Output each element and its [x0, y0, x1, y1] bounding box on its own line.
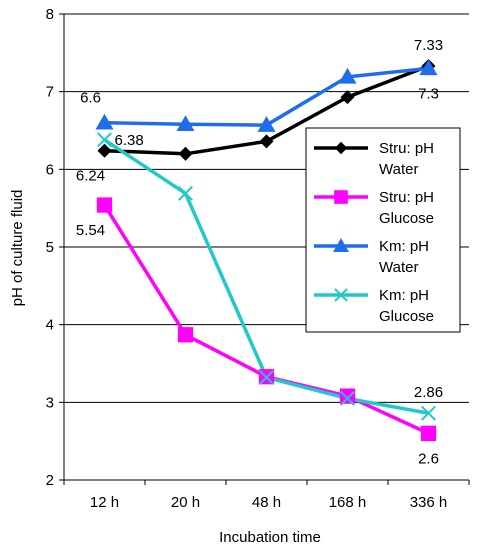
marker-square [420, 425, 437, 442]
marker-x [178, 185, 193, 201]
legend-label: Km: pH [379, 238, 429, 255]
marker-square [177, 327, 194, 343]
marker-diamond [334, 141, 348, 155]
y-tick-label: 8 [46, 6, 54, 23]
marker-x [259, 370, 274, 385]
x-axis-label: Incubation time [219, 529, 321, 546]
y-tick-label: 6 [46, 161, 54, 178]
marker-diamond [97, 143, 112, 158]
data-label: 5.54 [76, 222, 105, 239]
x-tick-label: 20 h [171, 494, 200, 511]
legend-label: Glucose [379, 210, 434, 227]
legend-label: Water [379, 259, 418, 276]
marker-diamond [259, 134, 274, 149]
marker-triangle [338, 67, 357, 84]
data-labels: 6.6 6.38 6.24 5.54 7.33 7.3 2.86 2.6 [76, 37, 443, 467]
data-label: 2.6 [418, 450, 439, 467]
legend-label: Km: pH [379, 287, 429, 304]
x-tick-label: 168 h [329, 494, 367, 511]
marker-diamond [178, 146, 193, 161]
data-label: 6.38 [115, 132, 144, 149]
data-label: 2.86 [414, 384, 443, 401]
marker-diamond [340, 90, 355, 105]
y-tick-label: 5 [46, 239, 54, 256]
marker-x [334, 288, 348, 302]
y-axis-label: pH of culture fluid [9, 190, 26, 307]
y-tick-label: 2 [46, 472, 54, 489]
x-tick-label: 336 h [410, 494, 448, 511]
legend-box [305, 127, 461, 333]
axes [59, 13, 470, 485]
x-tick-label: 48 h [252, 494, 281, 511]
y-tick-label: 7 [46, 84, 54, 101]
y-tick-label: 4 [46, 317, 54, 334]
legend-label: Stru: pH [379, 140, 434, 157]
marker-triangle [95, 113, 114, 130]
y-tick-label: 3 [46, 394, 54, 411]
legend-label: Water [379, 161, 418, 178]
marker-triangle [176, 115, 195, 132]
marker-square [96, 197, 113, 213]
marker-square [339, 388, 356, 404]
marker-square [334, 190, 348, 204]
marker-x [97, 132, 112, 148]
marker-triangle [333, 238, 349, 252]
marker-x [421, 405, 436, 421]
series-markers [95, 59, 438, 442]
data-label: 7.33 [414, 37, 443, 54]
legend-label: Glucose [379, 308, 434, 325]
marker-triangle [419, 59, 438, 76]
data-label: 6.24 [76, 168, 105, 185]
marker-x [340, 390, 355, 406]
x-tick-label: 12 h [90, 494, 119, 511]
y-tick-labels: 2 3 4 5 6 7 8 [46, 6, 54, 489]
legend-label: Stru: pH [379, 189, 434, 206]
x-tick-labels: 12 h 20 h 48 h 168 h 336 h [90, 494, 447, 511]
data-label: 7.3 [418, 85, 439, 102]
legend: Stru: pH Water Stru: pH Glucose Km: pH Water K… [305, 127, 461, 333]
data-label: 6.6 [80, 90, 101, 107]
marker-triangle [257, 116, 276, 132]
